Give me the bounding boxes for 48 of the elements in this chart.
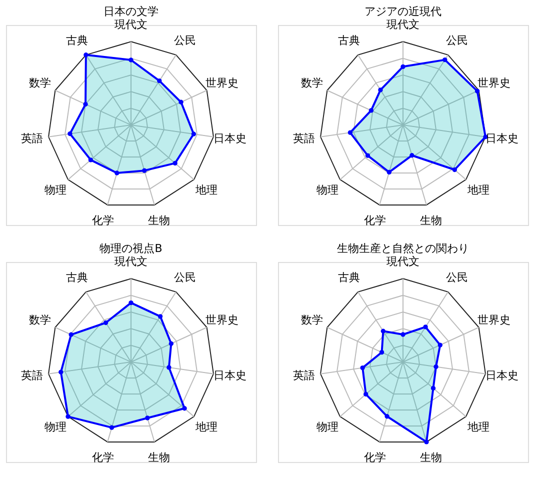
spoke-label: 物理 (316, 183, 338, 196)
chart-title: アジアの近現代 (364, 5, 442, 18)
spoke-label: 数学 (29, 76, 52, 90)
spoke-label: 生物 (148, 450, 170, 464)
spoke-label: 数学 (301, 313, 324, 326)
spoke-label: 現代文 (386, 255, 420, 268)
spoke-label: 公民 (174, 270, 196, 284)
spoke-label: 古典 (338, 34, 360, 47)
spoke-label: 地理 (194, 420, 218, 434)
spoke-label: 公民 (174, 34, 196, 47)
spoke-label: 英語 (21, 369, 44, 382)
spoke-label: 英語 (293, 369, 316, 382)
spoke-label: 日本史 (485, 369, 518, 382)
spoke-label: 世界史 (477, 76, 510, 90)
spoke-label: 物理 (44, 420, 66, 434)
spoke-label: 世界史 (205, 76, 238, 90)
chart-title: 物理の視点B (100, 242, 162, 255)
spoke-label: 世界史 (205, 313, 238, 326)
spoke-label: 現代文 (114, 18, 148, 31)
spoke-label: 公民 (446, 270, 468, 284)
spoke-label: 日本史 (213, 132, 246, 146)
spoke-label: 地理 (466, 183, 490, 196)
spoke-label: 化学 (364, 214, 386, 227)
spoke-label: 数学 (301, 76, 324, 90)
spoke-label: 英語 (21, 132, 44, 146)
spoke-label: 生物 (148, 214, 170, 227)
spoke-label: 地理 (194, 183, 218, 196)
spoke-label: 物理 (316, 420, 338, 434)
spoke-label: 生物 (420, 450, 442, 464)
spoke-label: 物理 (44, 183, 66, 196)
spoke-label: 化学 (92, 450, 114, 464)
spoke-label: 日本史 (213, 369, 246, 382)
spoke-label: 現代文 (386, 18, 420, 31)
spoke-label: 古典 (338, 270, 360, 284)
spoke-label: 公民 (446, 34, 468, 47)
spoke-label: 英語 (293, 132, 316, 146)
spoke-label: 古典 (66, 270, 88, 284)
spoke-label: 地理 (466, 420, 490, 434)
spoke-label: 古典 (66, 34, 88, 47)
spoke-label: 数学 (29, 313, 52, 326)
spoke-label: 化学 (364, 450, 386, 464)
spoke-label: 日本史 (485, 132, 518, 146)
spoke-label: 生物 (420, 214, 442, 227)
spoke-label: 現代文 (114, 255, 148, 268)
chart-title: 日本の文学 (104, 5, 158, 18)
spoke-label: 世界史 (477, 313, 510, 326)
spoke-label: 化学 (92, 214, 114, 227)
chart-title: 生物生産と自然との関わり (337, 242, 469, 255)
